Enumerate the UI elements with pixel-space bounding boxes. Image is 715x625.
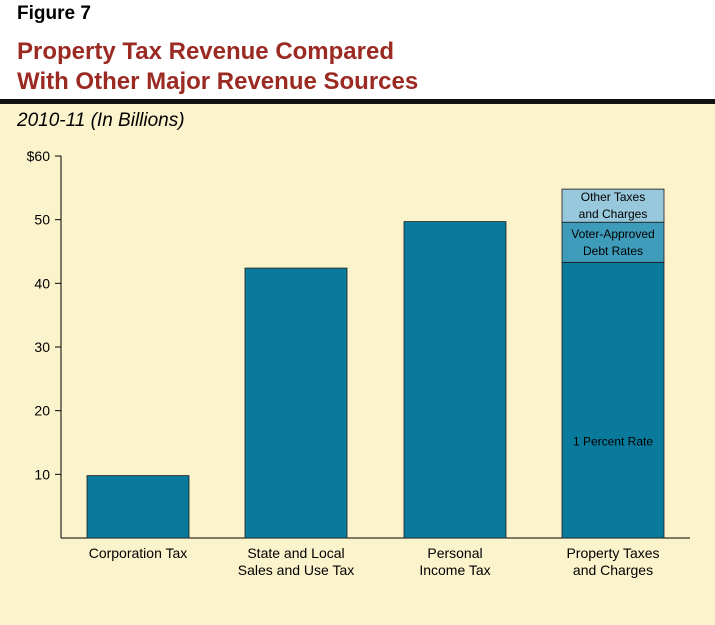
bar-1-segment-1	[86, 475, 190, 539]
segment-label-3-line-1: Other Taxes	[581, 190, 645, 204]
y-tick-label-10: 10	[34, 466, 50, 482]
bar-4-segment-1	[561, 261, 665, 539]
segment-label-1-line-1: 1 Percent Rate	[573, 435, 653, 449]
y-tick-label-60: $60	[27, 148, 51, 164]
y-tick-label-50: 50	[34, 212, 50, 228]
y-tick-label-20: 20	[34, 403, 50, 419]
figure-header: Figure 7 Property Tax Revenue Compared W…	[0, 0, 715, 104]
bar-4-segment-2	[561, 221, 665, 263]
category-label-3-line-1: Personal	[427, 545, 482, 561]
category-label-4-line-2: and Charges	[573, 562, 653, 578]
segment-label-2-line-2: Debt Rates	[583, 244, 643, 258]
bar-2-segment-1	[244, 267, 348, 539]
y-tick-label-40: 40	[34, 275, 50, 291]
figure-title: Property Tax Revenue Compared With Other…	[17, 37, 697, 97]
segment-label-2-line-1: Voter-Approved	[571, 227, 654, 241]
chart-subtitle: 2010-11 (In Billions)	[17, 110, 185, 131]
segment-label-3-line-2: and Charges	[579, 207, 648, 221]
bar-3-segment-1	[403, 221, 507, 539]
category-label-4-line-1: Property Taxes	[566, 545, 659, 561]
category-label-2-line-2: Sales and Use Tax	[238, 562, 354, 578]
category-label-2-line-1: State and Local	[247, 545, 344, 561]
category-label-3-line-2: Income Tax	[419, 562, 490, 578]
header-rule	[0, 99, 715, 104]
category-label-1-line-1: Corporation Tax	[89, 545, 188, 561]
figure-label: Figure 7	[17, 3, 91, 24]
title-line-2: With Other Major Revenue Sources	[17, 68, 419, 95]
bar-4-segment-3	[561, 188, 665, 223]
y-tick-label-30: 30	[34, 339, 50, 355]
title-line-1: Property Tax Revenue Compared	[17, 38, 395, 65]
